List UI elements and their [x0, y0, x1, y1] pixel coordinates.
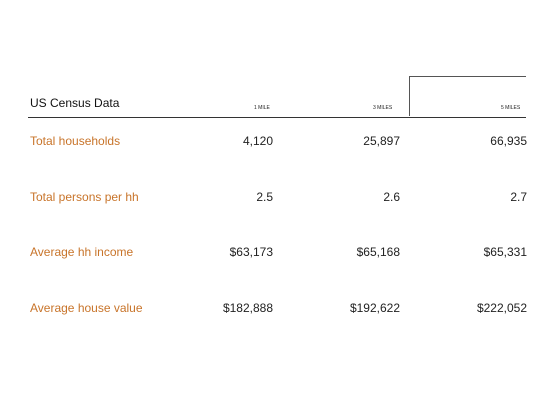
cell-5-miles: $65,331	[483, 245, 527, 259]
column-header-3-miles: 3 MILES	[373, 105, 393, 111]
cell-3-miles: 2.6	[383, 190, 400, 204]
corner-line-vertical	[409, 76, 410, 116]
cell-3-miles: $192,622	[349, 301, 400, 315]
cell-1-mile: 4,120	[242, 134, 273, 148]
column-header-5-miles: 5 MILES	[501, 105, 521, 111]
row-label-average-house-value: Average house value	[30, 301, 143, 315]
cell-3-miles: $65,168	[356, 245, 400, 259]
cell-3-miles: 25,897	[363, 134, 400, 148]
row-label-total-households: Total households	[30, 134, 121, 148]
cell-5-miles: $222,052	[476, 301, 527, 315]
corner-line-horizontal	[409, 76, 526, 77]
column-header-1-mile: 1 MILE	[254, 105, 270, 111]
row-label-total-persons-per-hh: Total persons per hh	[30, 190, 139, 204]
row-label-average-hh-income: Average hh income	[30, 245, 134, 259]
table-title: US Census Data	[30, 96, 120, 110]
cell-5-miles: 66,935	[490, 134, 527, 148]
header-rule	[28, 117, 526, 118]
cell-1-mile: $63,173	[229, 245, 273, 259]
cell-1-mile: $182,888	[222, 301, 273, 315]
cell-1-mile: 2.5	[256, 190, 273, 204]
cell-5-miles: 2.7	[510, 190, 527, 204]
